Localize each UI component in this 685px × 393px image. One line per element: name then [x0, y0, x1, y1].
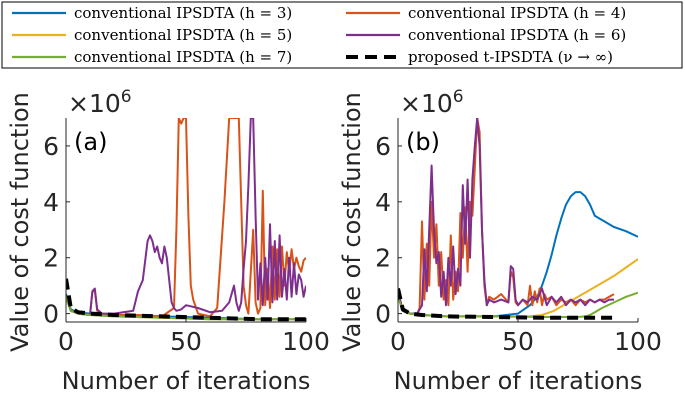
panel-label: (a) [74, 128, 107, 156]
x-tick-label: 100 [282, 327, 330, 356]
legend: conventional IPSDTA (h = 3) conventional … [1, 1, 683, 69]
y-tick-label: 0 [43, 300, 59, 329]
series-line [398, 118, 614, 315]
legend-label: conventional IPSDTA (h = 7) [74, 48, 292, 66]
y-tick-label: 4 [375, 188, 391, 217]
legend-label: proposed t-IPSDTA (ν → ∞) [408, 48, 613, 66]
y-axis-label: Value of cost function [6, 92, 34, 352]
series-line [66, 278, 306, 322]
y-tick-label: 2 [375, 244, 391, 273]
chart-panel-b: 0 50 100 0 2 4 6 ×106 (b) Number of iterations Val… [338, 87, 662, 393]
x-tick-label: 0 [58, 327, 74, 356]
y-exponent-label: ×106 [400, 87, 464, 118]
legend-frame [1, 1, 683, 69]
series-group [66, 118, 306, 322]
series-line [398, 288, 614, 320]
y-exponent-label: ×106 [68, 87, 132, 118]
legend-label: conventional IPSDTA (h = 5) [74, 26, 292, 44]
legend-label: conventional IPSDTA (h = 6) [408, 26, 626, 44]
series-line [66, 118, 306, 316]
x-tick-label: 100 [614, 327, 662, 356]
y-tick-label: 0 [375, 300, 391, 329]
legend-entry: conventional IPSDTA (h = 3) [12, 4, 292, 22]
legend-label: conventional IPSDTA (h = 4) [408, 4, 626, 22]
legend-entry: conventional IPSDTA (h = 7) [12, 48, 292, 66]
legend-entry: conventional IPSDTA (h = 4) [346, 4, 626, 22]
x-axis-label: Number of iterations [394, 367, 643, 393]
legend-entry: proposed t-IPSDTA (ν → ∞) [346, 48, 613, 66]
x-tick-label: 50 [502, 327, 534, 356]
y-tick-label: 6 [43, 132, 59, 161]
legend-entry: conventional IPSDTA (h = 5) [12, 26, 292, 44]
y-tick-label: 2 [43, 244, 59, 273]
panel-label: (b) [406, 128, 440, 156]
legend-entry: conventional IPSDTA (h = 6) [346, 26, 626, 44]
y-tick-label: 4 [43, 188, 59, 217]
y-tick-label: 6 [375, 132, 391, 161]
x-tick-label: 50 [170, 327, 202, 356]
x-tick-label: 0 [390, 327, 406, 356]
chart-panel-a: 0 50 100 0 2 4 6 ×106 (a) Number of iterations Val… [6, 87, 330, 393]
legend-label: conventional IPSDTA (h = 3) [74, 4, 292, 22]
x-axis-label: Number of iterations [62, 367, 311, 393]
series-group [398, 118, 638, 320]
y-axis-label: Value of cost function [338, 92, 366, 352]
